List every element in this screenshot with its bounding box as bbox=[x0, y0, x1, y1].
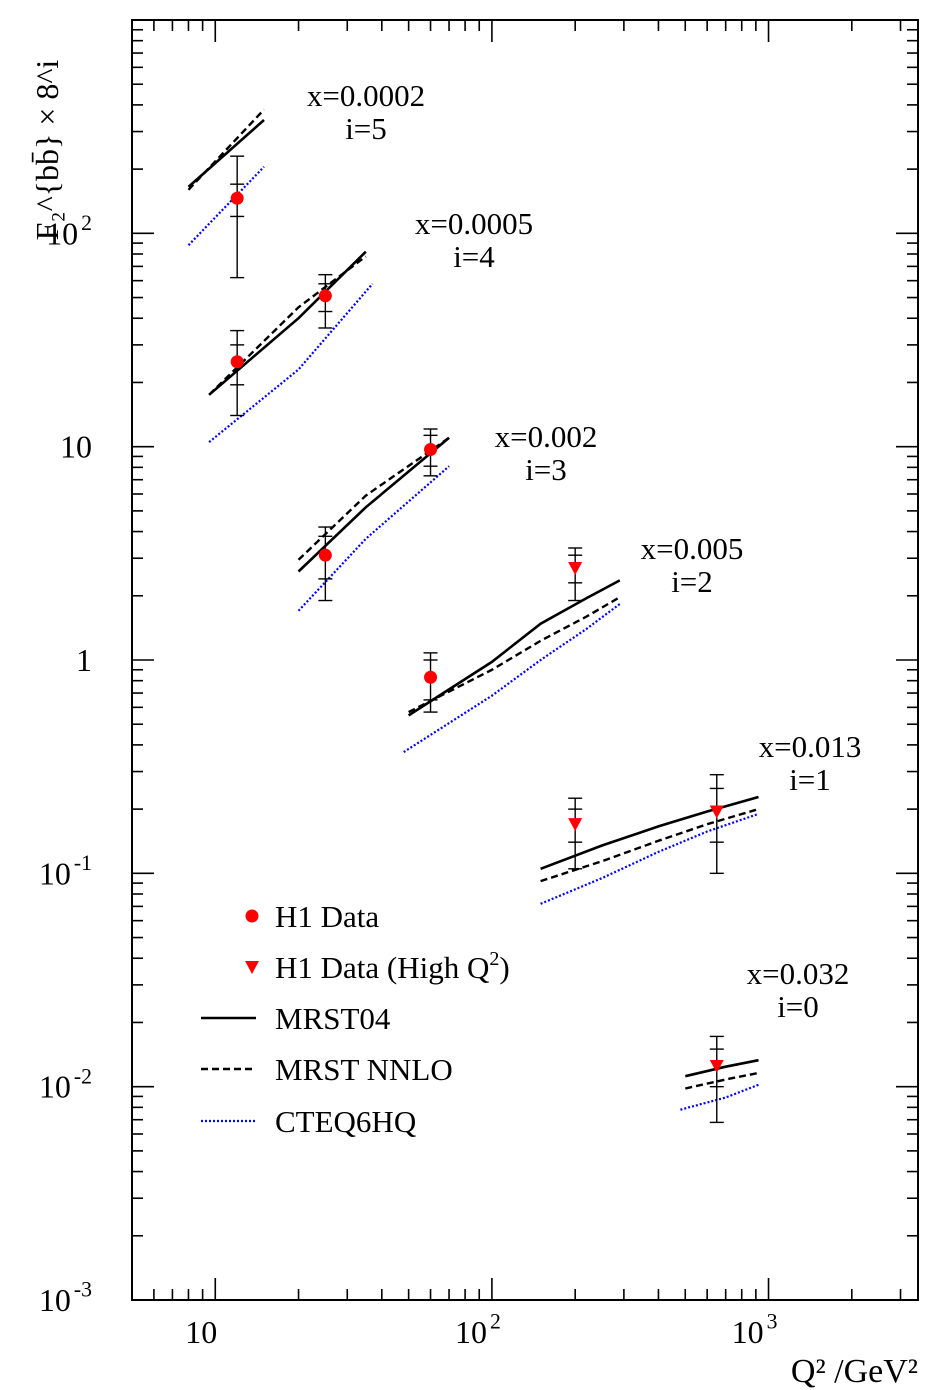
data-point-triangle bbox=[568, 561, 583, 575]
curve-mrst04 bbox=[540, 795, 759, 871]
bin-x-label: x=0.005 bbox=[641, 531, 744, 566]
bin-x-label: x=0.032 bbox=[747, 956, 850, 991]
y-tick-label: 10 2 bbox=[46, 211, 92, 251]
curve-cteq6hq bbox=[540, 812, 759, 905]
legend-label: H1 Data (High Q2) bbox=[275, 948, 510, 985]
curve-mrst04 bbox=[407, 579, 621, 717]
bin-i-label: i=4 bbox=[453, 239, 495, 274]
y-tick-label: 10 -1 bbox=[39, 851, 92, 891]
curve-mrst-nnlo bbox=[297, 436, 450, 561]
legend-label: MRST NNLO bbox=[275, 1052, 453, 1087]
curve-mrst-nnlo bbox=[208, 255, 367, 396]
bin-i-label: i=5 bbox=[345, 111, 387, 146]
data-point-triangle bbox=[568, 818, 583, 832]
y-tick-label: 1 bbox=[76, 642, 92, 678]
legend-marker bbox=[245, 909, 259, 923]
bin-i-label: i=3 bbox=[525, 452, 567, 487]
curve-mrst04 bbox=[187, 119, 265, 188]
x-tick-label: 10 2 bbox=[455, 1310, 501, 1350]
bin-x-label: x=0.0002 bbox=[307, 78, 425, 113]
x-tick-label: 10 bbox=[185, 1314, 217, 1350]
bin-x-label: x=0.0005 bbox=[415, 206, 533, 241]
bin-i-label: i=1 bbox=[789, 762, 831, 797]
x-tick-label: 10 3 bbox=[732, 1310, 778, 1350]
data-points bbox=[230, 155, 724, 1124]
legend-label: CTEQ6HQ bbox=[275, 1104, 416, 1139]
data-point-circle bbox=[230, 191, 244, 205]
bin-i-label: i=2 bbox=[671, 564, 713, 599]
axis-ticks bbox=[131, 20, 918, 1301]
tick-labels: 10-3 10-2 10 -1 1 10 10 2 10 10 2 10 3 bbox=[39, 211, 778, 1350]
y-axis-title: F₂^{bb̄} × 8^i bbox=[29, 60, 65, 241]
curve-cteq6hq bbox=[297, 465, 450, 612]
legend-label: MRST04 bbox=[275, 1001, 391, 1036]
curve-mrst04 bbox=[297, 436, 450, 573]
data-point-circle bbox=[424, 670, 438, 684]
bin-x-label: x=0.002 bbox=[495, 419, 598, 454]
curve-mrst-nnlo bbox=[187, 108, 265, 191]
data-point-circle bbox=[318, 548, 332, 562]
y-tick-label: 10 -2 bbox=[39, 1064, 92, 1104]
y-tick-label: 10 -3 bbox=[39, 1278, 92, 1318]
curve-cteq6hq bbox=[403, 603, 621, 754]
curve-mrst-nnlo bbox=[408, 596, 621, 714]
legend: H1 Data H1 Data (High Q2) MRST04 MRST NNLO C… bbox=[201, 899, 510, 1139]
x-axis-title: Q² /GeV² bbox=[791, 1353, 918, 1390]
data-point-circle bbox=[230, 355, 244, 369]
data-point-circle bbox=[318, 289, 332, 303]
data-point-circle bbox=[424, 442, 438, 456]
bin-labels: x=0.0002i=5x=0.0005i=4x=0.002i=3x=0.005i… bbox=[307, 78, 861, 1024]
curve-cteq6hq bbox=[680, 1083, 759, 1111]
legend-label: H1 Data bbox=[275, 899, 379, 934]
curve-mrst-nnlo bbox=[540, 807, 759, 883]
data-point-triangle bbox=[709, 1059, 724, 1073]
curve-mrst-nnlo bbox=[685, 1071, 759, 1090]
legend-marker bbox=[245, 961, 259, 974]
y-tick-label: 10 bbox=[60, 429, 92, 465]
data-point-triangle bbox=[709, 805, 724, 819]
curve-mrst04 bbox=[685, 1058, 759, 1078]
theory-curves bbox=[187, 108, 759, 1111]
bin-i-label: i=0 bbox=[777, 989, 819, 1024]
bin-x-label: x=0.013 bbox=[759, 729, 862, 764]
